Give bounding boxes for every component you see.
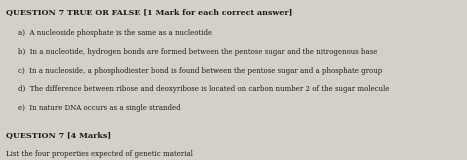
Text: c)  In a nucleoside, a phosphodiester bond is found between the pentose sugar an: c) In a nucleoside, a phosphodiester bon… xyxy=(18,67,382,75)
Text: QUESTION 7 [4 Marks]: QUESTION 7 [4 Marks] xyxy=(6,131,111,139)
Text: b)  In a nucleotide, hydrogen bonds are formed between the pentose sugar and the: b) In a nucleotide, hydrogen bonds are f… xyxy=(18,48,377,56)
Text: e)  In nature DNA occurs as a single stranded: e) In nature DNA occurs as a single stra… xyxy=(18,104,180,112)
Text: QUESTION 7 TRUE OR FALSE [1 Mark for each correct answer]: QUESTION 7 TRUE OR FALSE [1 Mark for eac… xyxy=(6,8,292,16)
Text: List the four properties expected of genetic material: List the four properties expected of gen… xyxy=(6,150,192,158)
Text: a)  A nucleoside phosphate is the same as a nucleotide: a) A nucleoside phosphate is the same as… xyxy=(18,29,212,37)
Text: d)  The difference between ribose and deoxyribose is located on carbon number 2 : d) The difference between ribose and deo… xyxy=(18,85,389,93)
